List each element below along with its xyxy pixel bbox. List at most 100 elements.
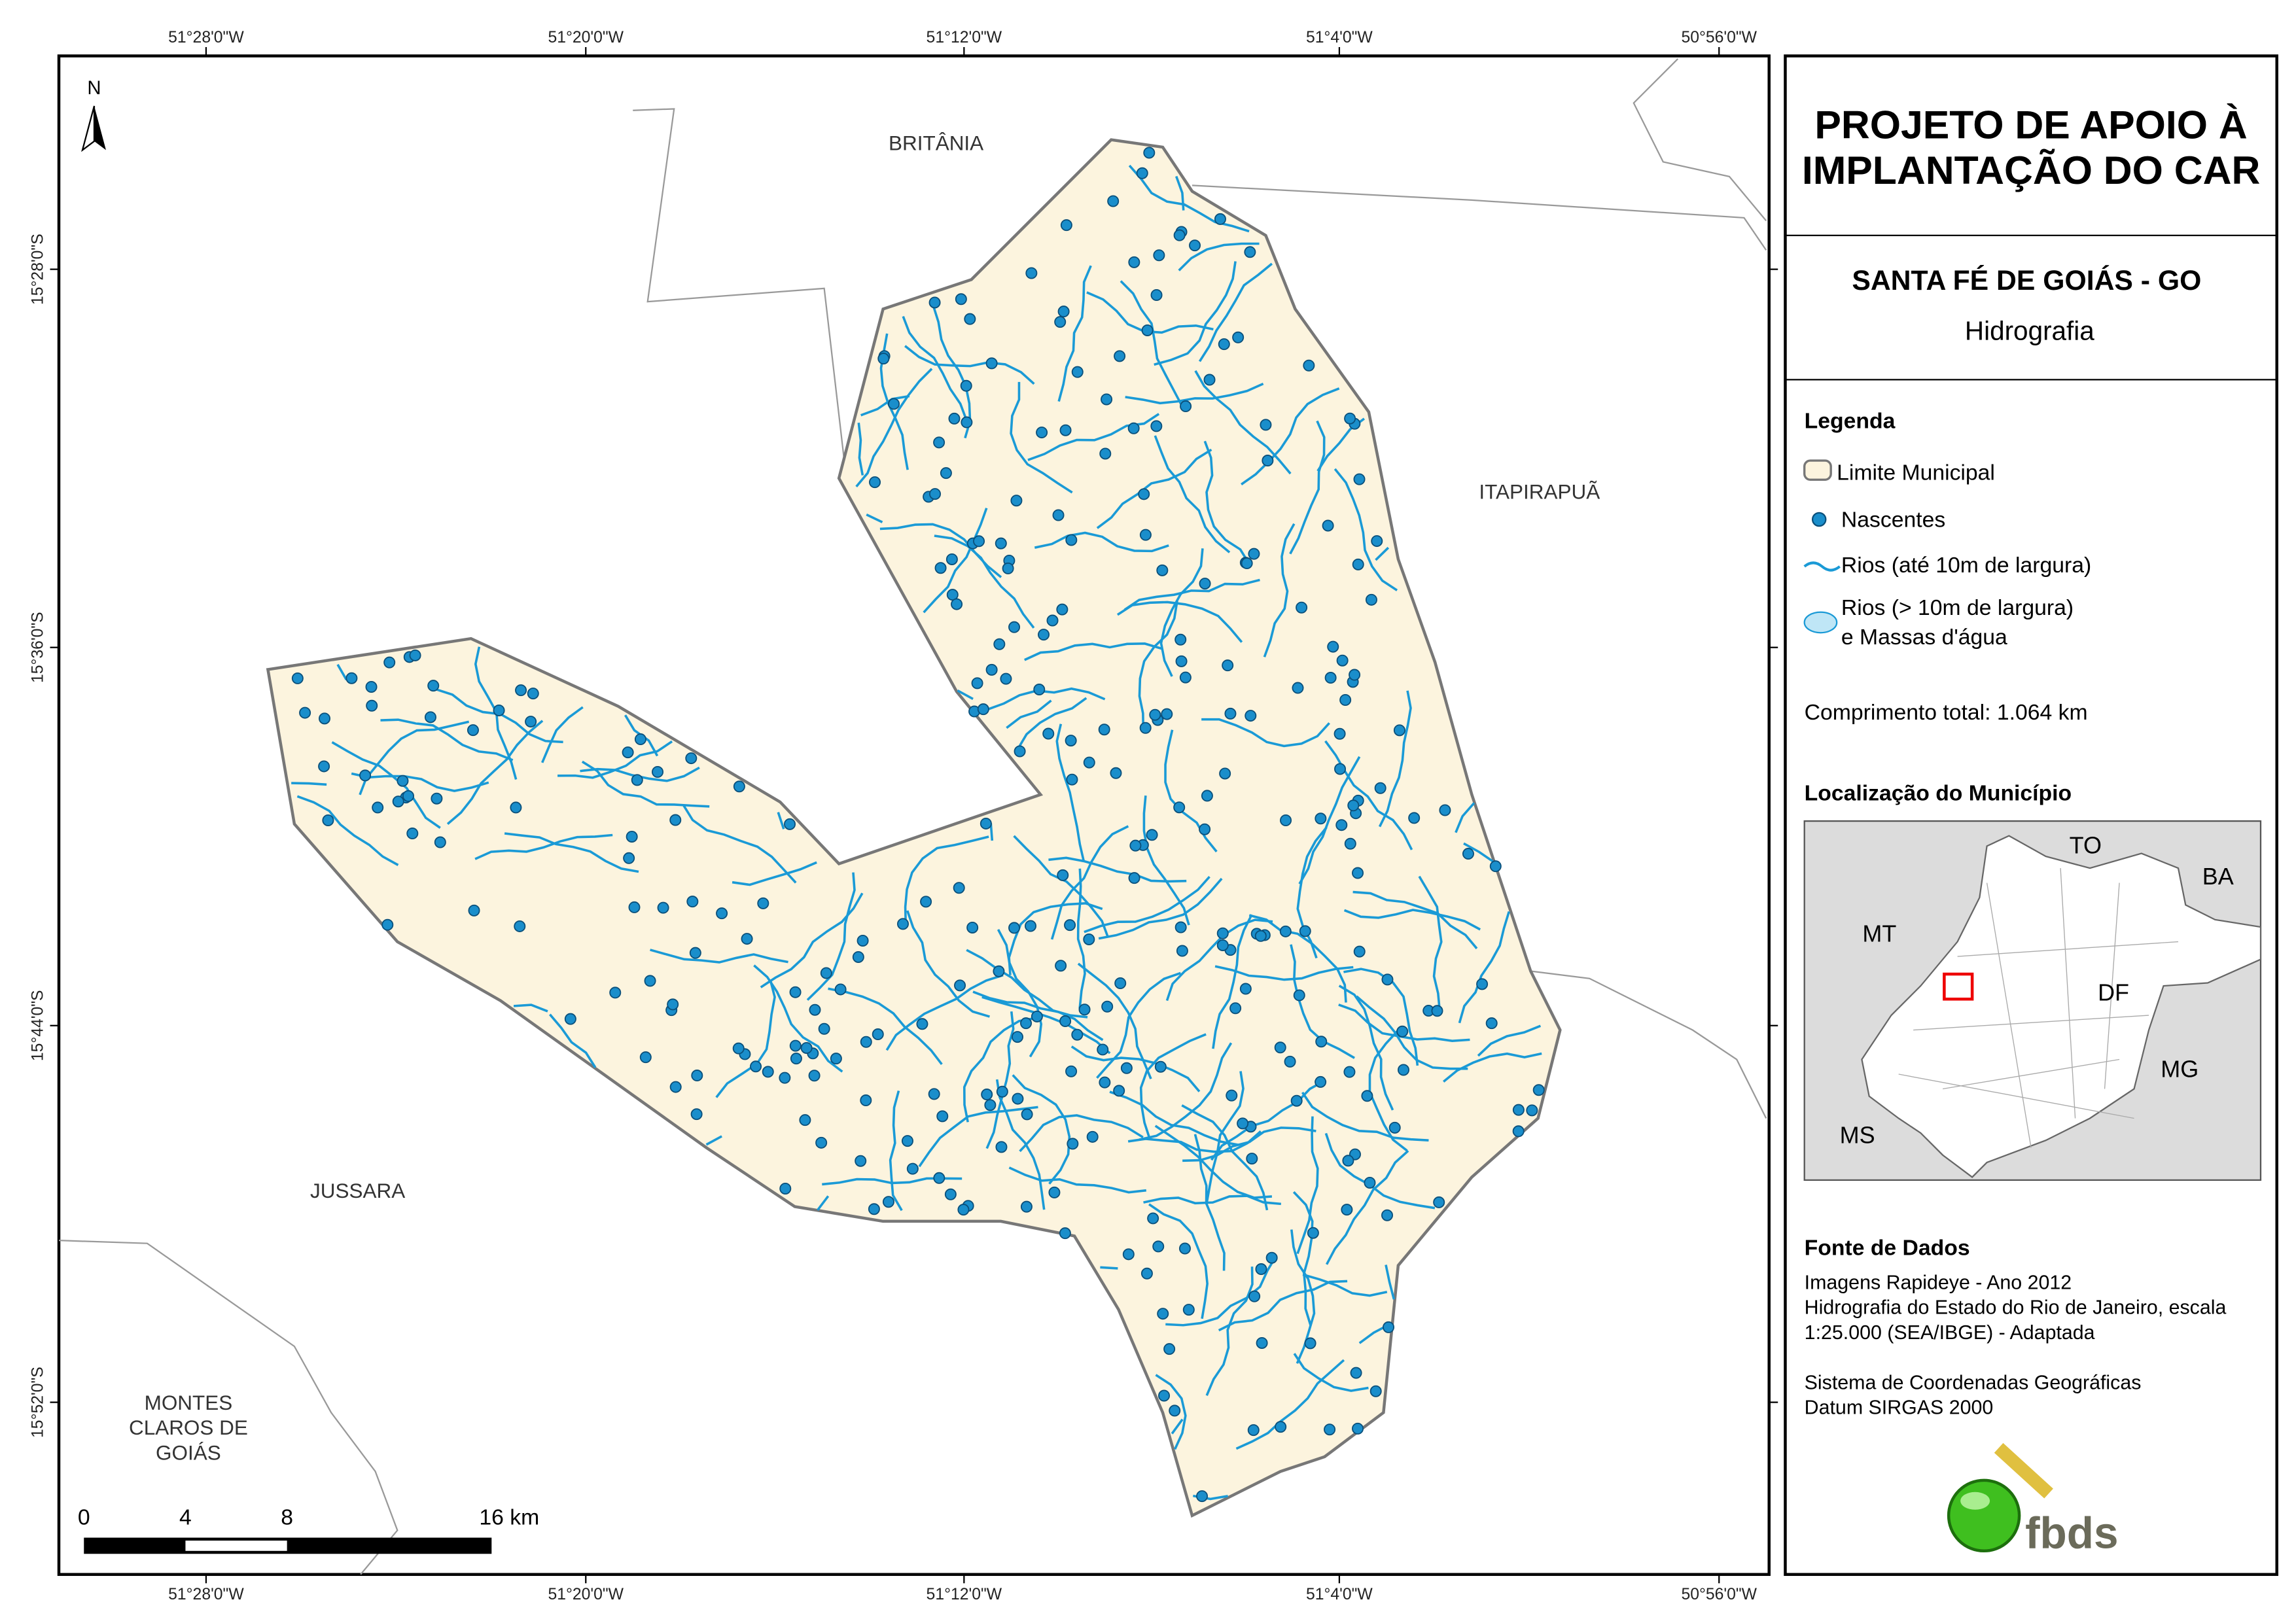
place-label: BRITÂNIA: [889, 131, 983, 154]
spring: [809, 1003, 821, 1016]
spring: [1248, 548, 1260, 560]
river: [1123, 578, 1260, 611]
spring: [888, 398, 900, 410]
river: [1194, 370, 1292, 475]
spring: [995, 1141, 1008, 1153]
spring: [779, 1183, 792, 1195]
location-title: Localização do Município: [1805, 781, 2072, 806]
river: [1356, 995, 1468, 1070]
spring: [1065, 1065, 1078, 1077]
spring: [1139, 529, 1152, 541]
sources-line: 1:25.000 (SEA/IBGE) - Adaptada: [1805, 1322, 2095, 1344]
spring: [1011, 1031, 1023, 1043]
river: [828, 987, 943, 1066]
river: [1198, 262, 1273, 362]
scale-label: 8: [281, 1505, 293, 1529]
boundary: [58, 1240, 398, 1575]
river: [1048, 856, 1187, 883]
river: [1333, 468, 1398, 591]
spring: [815, 1136, 828, 1149]
spring: [1101, 1000, 1114, 1013]
river: [1148, 1203, 1209, 1319]
spring: [424, 711, 436, 724]
north-arrow: N: [81, 78, 106, 152]
spring: [1315, 1036, 1328, 1048]
spring: [667, 998, 679, 1011]
spring: [1203, 374, 1216, 386]
spring: [372, 801, 384, 814]
river: [860, 394, 910, 417]
spring: [928, 296, 941, 309]
spring: [1485, 1017, 1498, 1030]
spring: [1352, 558, 1364, 570]
river: [296, 795, 399, 866]
spring: [1059, 424, 1072, 436]
spring: [799, 1114, 811, 1126]
logo-bar: [1994, 1442, 2053, 1499]
river: [1125, 382, 1264, 405]
river: [581, 760, 710, 808]
river: [1120, 280, 1183, 406]
spring: [985, 357, 998, 370]
spring: [732, 1042, 745, 1055]
spring: [1224, 707, 1237, 720]
river: [1055, 724, 1086, 862]
spring: [639, 1051, 652, 1064]
logo-circle: [1947, 1478, 2021, 1553]
spring: [1327, 640, 1339, 653]
river: [1290, 944, 1355, 1059]
spring: [1122, 1248, 1135, 1261]
river: [777, 812, 785, 829]
spring: [1296, 601, 1308, 614]
spring: [779, 1072, 791, 1084]
spring: [1169, 1405, 1181, 1417]
scale-bar-segment: [185, 1541, 287, 1551]
river: [1100, 1266, 1118, 1270]
spring: [1322, 519, 1334, 532]
spring: [1229, 1002, 1242, 1015]
river: [957, 689, 974, 701]
spring: [1290, 1094, 1303, 1107]
spring: [1245, 710, 1257, 722]
spring: [1352, 867, 1364, 879]
spring: [1292, 682, 1304, 694]
spring: [1139, 722, 1152, 734]
spring: [1175, 655, 1188, 667]
place-label: MONTES: [145, 1391, 233, 1414]
river: [1463, 842, 1494, 864]
spring: [993, 638, 1006, 650]
sources-title: Fonte de Dados: [1805, 1236, 1970, 1261]
spring: [402, 790, 414, 802]
river: [1443, 1052, 1542, 1083]
spring: [365, 680, 378, 693]
river: [1263, 523, 1296, 657]
scale-bar: 0 4 8 16 km: [78, 1505, 539, 1554]
spring: [1176, 945, 1188, 957]
state-label: MT: [1862, 920, 1896, 947]
spring: [1021, 1108, 1033, 1121]
spring: [1526, 1104, 1538, 1117]
spring: [1000, 672, 1012, 685]
river: [1013, 835, 1110, 938]
spring: [1067, 1138, 1079, 1150]
river: [1154, 435, 1231, 553]
spring: [1110, 767, 1122, 779]
river: [1212, 914, 1253, 1049]
state-label: MG: [2161, 1056, 2199, 1083]
spring: [966, 921, 979, 934]
spring: [1293, 989, 1305, 1002]
coord-label: 51°12'0"W: [927, 1586, 1002, 1603]
spring: [964, 313, 976, 325]
spring: [936, 1110, 949, 1123]
spring: [1226, 1089, 1238, 1102]
spring: [691, 1070, 703, 1082]
spring: [789, 986, 802, 998]
spring: [1350, 1367, 1362, 1379]
panel-title: PROJETO DE APOIO À: [1814, 102, 2247, 147]
spring: [622, 746, 634, 759]
river: [1154, 261, 1237, 366]
spring: [1150, 288, 1163, 301]
spring: [1199, 578, 1211, 590]
river: [1155, 1374, 1187, 1450]
spring: [1014, 745, 1026, 758]
